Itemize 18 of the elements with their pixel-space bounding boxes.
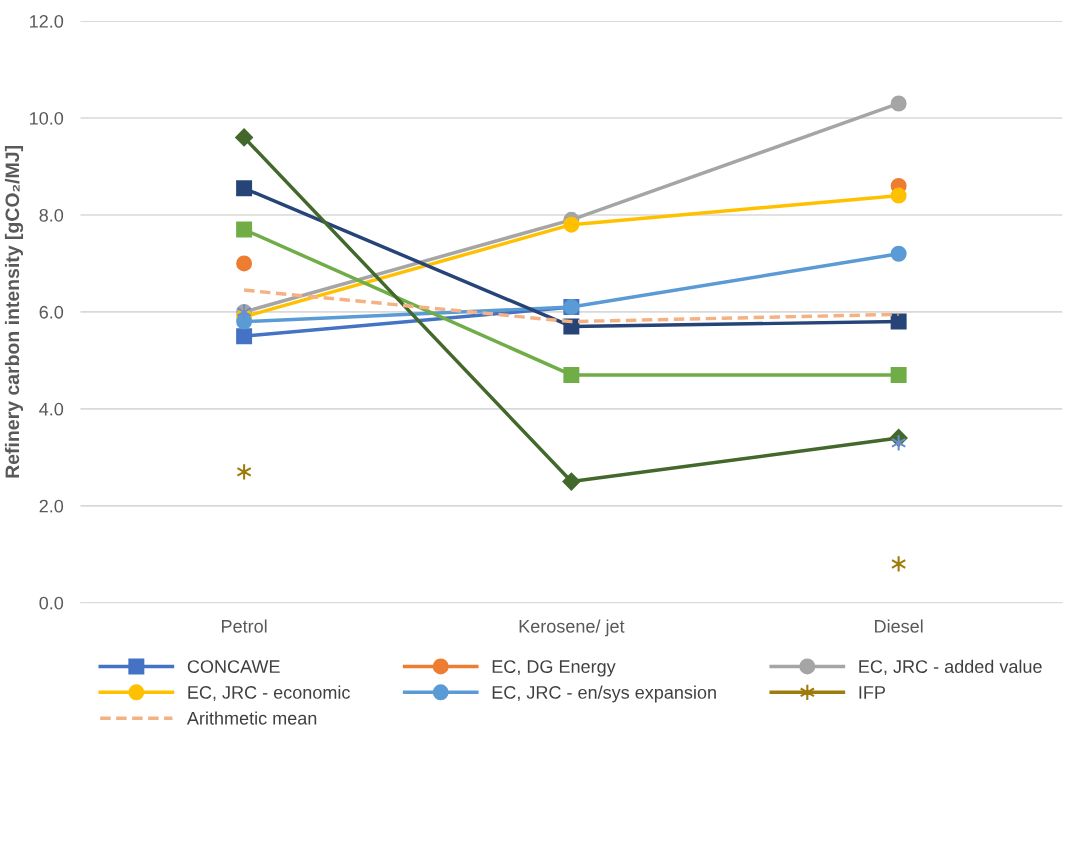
y-tick-label: 10.0 — [30, 111, 64, 125]
legend-label: EC, JRC - en/sys expansion — [492, 685, 716, 703]
legend-label: IFP — [859, 686, 886, 699]
y-axis-title: Refinery carbon intensity [gCO₂/MJ] — [4, 146, 24, 478]
y-tick-label: 2.0 — [39, 499, 64, 513]
x-tick-label: Diesel — [875, 619, 923, 633]
y-tick-label: 4.0 — [39, 402, 64, 416]
y-tick-label: 12.0 — [30, 15, 64, 28]
x-tick-label: Kerosene/ jet — [519, 619, 625, 637]
y-tick-label: 8.0 — [39, 208, 64, 222]
legend-label: EC, JRC - added value — [859, 659, 1042, 676]
y-tick-label: 6.0 — [39, 305, 64, 319]
legend-label: EC, JRC - economic — [188, 685, 350, 701]
legend-label: EC, DG Energy — [492, 660, 616, 677]
legend-label: Arithmetic mean — [186, 711, 317, 725]
y-tick-label: 0.0 — [39, 596, 64, 610]
x-tick-label: Petrol — [222, 619, 267, 633]
legend-label: CONCAWE — [187, 660, 280, 673]
